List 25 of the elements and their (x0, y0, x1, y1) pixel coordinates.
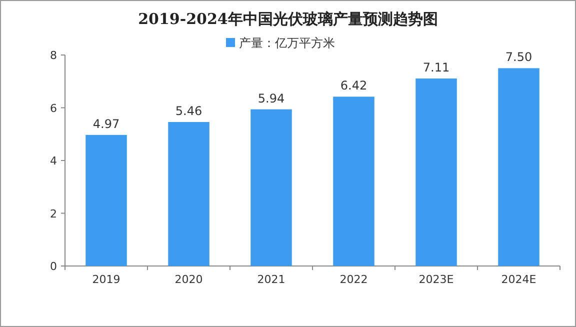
bar (168, 122, 210, 266)
y-tick-label: 8 (50, 49, 57, 62)
x-tick-label: 2023E (418, 273, 454, 286)
chart-title: 2019-2024年中国光伏玻璃产量预测趋势图 (138, 10, 438, 28)
data-label: 5.46 (175, 104, 202, 118)
data-label: 7.50 (505, 50, 532, 64)
y-tick-label: 4 (50, 154, 57, 168)
data-label: 7.11 (422, 60, 450, 74)
y-tick-label: 2 (50, 207, 57, 220)
bar (250, 109, 292, 266)
y-tick-label: 0 (50, 260, 57, 273)
bar (416, 78, 457, 266)
data-label: 6.42 (340, 78, 368, 93)
data-label: 5.94 (258, 91, 285, 106)
bar (498, 68, 540, 266)
bar (333, 96, 374, 266)
x-tick-label: 2024E (501, 273, 536, 286)
x-tick-label: 2019 (92, 273, 120, 286)
bar (86, 134, 127, 266)
x-tick-label: 2022 (340, 273, 368, 286)
x-tick-label: 2020 (174, 273, 203, 286)
y-tick-label: 6 (50, 102, 57, 115)
x-tick-label: 2021 (257, 273, 286, 286)
legend-label: 产量：亿万平方米 (239, 36, 335, 50)
data-label: 4.97 (92, 116, 120, 131)
